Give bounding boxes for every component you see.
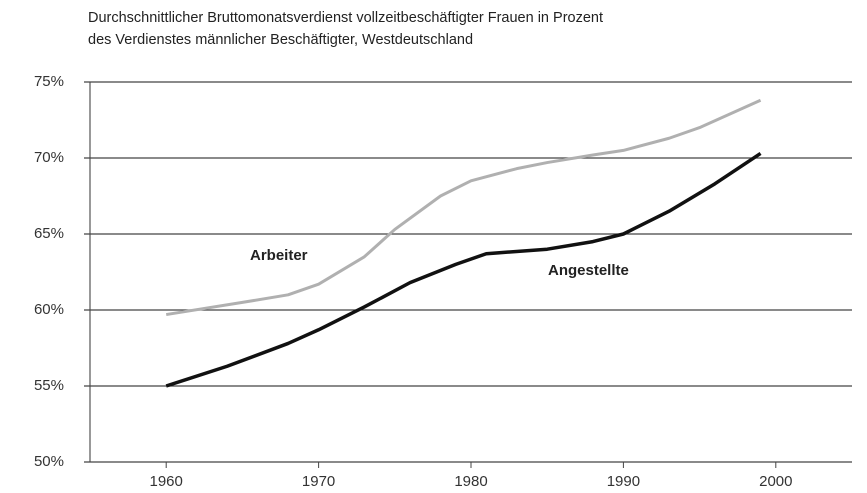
line-series [165,98,762,317]
x-tick-label: 1960 [150,473,183,490]
line-series [165,151,762,388]
x-tick-label: 1970 [302,473,335,490]
y-tick-label: 70% [34,149,64,166]
annotation: Arbeiter [250,247,308,264]
y-tick-label: 50% [34,453,64,470]
x-tick-label: 2000 [759,473,792,490]
y-tick-label: 65% [34,225,64,242]
x-tick-label: 1980 [454,473,487,490]
y-tick-label: 60% [34,301,64,318]
y-tick-label: 75% [34,73,64,90]
x-tick-label: 1990 [607,473,640,490]
chart-title: des Verdienstes männlicher Beschäftigter… [88,32,473,48]
y-tick-label: 55% [34,377,64,394]
annotation: Angestellte [548,262,629,279]
chart-title: Durchschnittlicher Bruttomonatsverdienst… [88,10,603,26]
